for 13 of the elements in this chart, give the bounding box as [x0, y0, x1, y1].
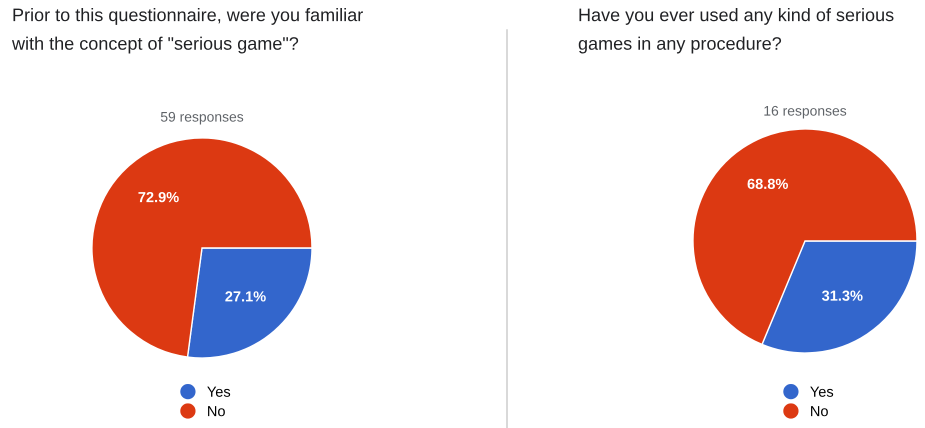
chart-title: Prior to this questionnaire, were you familiar with the concept of "serious game"? [12, 8, 363, 54]
data-label: 31.3% [822, 290, 863, 301]
legend-label: Yes [207, 386, 230, 397]
chart-subtitle: 16 responses [764, 106, 846, 118]
legend-label: No [208, 406, 225, 416]
chart-subtitle: 59 responses [160, 112, 244, 124]
chart-title: Have you ever used any kind of serious games in any procedure? [578, 8, 894, 54]
data-label: 68.8% [748, 178, 788, 190]
legend-label: Yes [810, 386, 834, 397]
data-label: 27.1% [225, 291, 266, 302]
data-label: 72.9% [138, 192, 179, 202]
pie-slice [91, 137, 313, 358]
legend-label: No [811, 406, 828, 416]
